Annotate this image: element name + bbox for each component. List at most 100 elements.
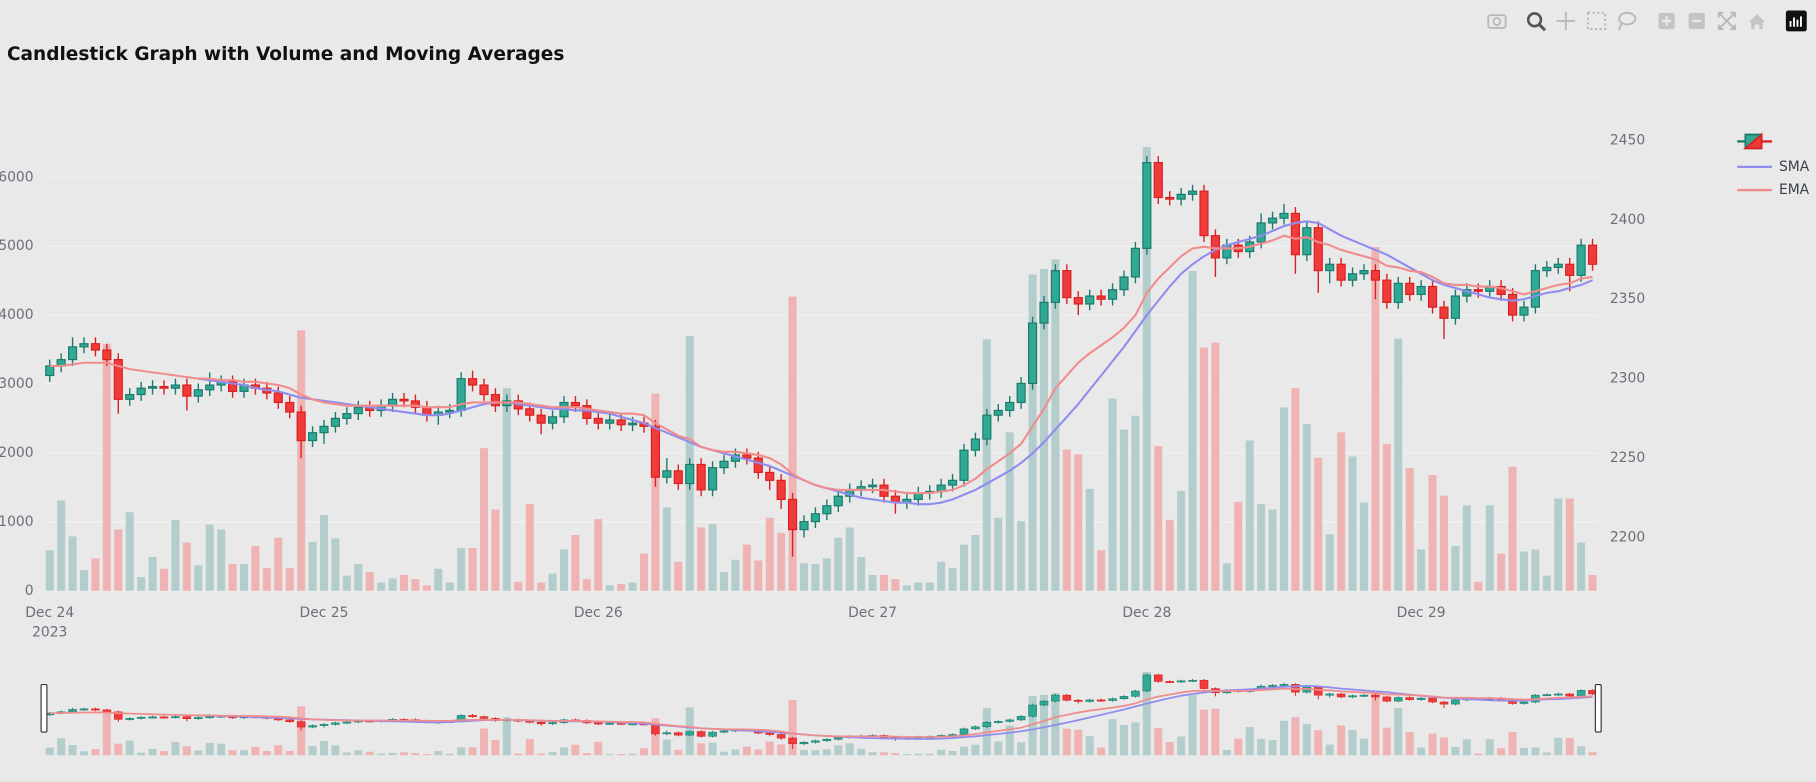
slider-volume-bar bbox=[582, 753, 591, 756]
volume-bar bbox=[697, 527, 706, 591]
volume-bar bbox=[1474, 581, 1483, 591]
candle-body bbox=[307, 432, 318, 442]
slider-candle-body bbox=[1416, 697, 1426, 700]
slider-volume-bar bbox=[1062, 728, 1071, 756]
slider-volume-bar bbox=[902, 754, 911, 756]
slider-volume-bar bbox=[697, 743, 706, 756]
candle-body bbox=[536, 414, 546, 424]
volume-bar bbox=[971, 534, 980, 591]
candle-body bbox=[1256, 222, 1266, 243]
pan-icon[interactable] bbox=[1556, 11, 1576, 31]
slider-candle-body bbox=[114, 711, 123, 720]
slider-volume-bar bbox=[594, 741, 603, 756]
volume-bar bbox=[1508, 466, 1517, 591]
candle-body bbox=[753, 457, 763, 473]
volume-bar bbox=[1051, 259, 1060, 591]
slider-volume-bar bbox=[114, 743, 123, 756]
volume-bar bbox=[937, 561, 946, 591]
slider-volume-bar bbox=[1474, 753, 1483, 756]
volume-bar bbox=[1268, 509, 1277, 591]
volume-bar bbox=[514, 581, 523, 591]
slider-line bbox=[198, 684, 1593, 740]
slider-candle-body bbox=[1279, 684, 1289, 686]
slider-volume-bar bbox=[1382, 727, 1391, 756]
volume-bar bbox=[148, 557, 157, 591]
slider-volume-bar bbox=[400, 752, 409, 756]
slider-volume-bar bbox=[1177, 736, 1186, 756]
volume-bar bbox=[182, 542, 191, 591]
volume-bar bbox=[822, 558, 831, 591]
volume-bar bbox=[331, 538, 340, 591]
candle-body bbox=[765, 471, 775, 481]
zoom-icon[interactable] bbox=[1526, 12, 1547, 32]
slider-volume-bar bbox=[320, 741, 329, 756]
slider-volume-bar bbox=[1085, 736, 1094, 756]
y-tick-label: 1000 bbox=[0, 514, 34, 530]
autoscale-icon[interactable] bbox=[1717, 11, 1736, 31]
volume-bar bbox=[560, 549, 568, 591]
volume-bar bbox=[891, 579, 900, 591]
candle-body bbox=[296, 411, 306, 442]
volume-bar bbox=[959, 544, 968, 591]
volume-bar bbox=[857, 557, 866, 591]
candle-body bbox=[1096, 295, 1106, 300]
volume-bar bbox=[205, 524, 214, 591]
zoom-out-icon[interactable] bbox=[1688, 12, 1705, 30]
volume-bar bbox=[1245, 440, 1254, 591]
slider-volume-bar bbox=[925, 753, 934, 756]
slider-volume-bar bbox=[194, 750, 203, 756]
range-slider-handle[interactable] bbox=[40, 684, 48, 733]
slider-volume-bar bbox=[628, 753, 637, 756]
volume-bar bbox=[1142, 147, 1151, 591]
slider-volume-bar bbox=[1359, 738, 1368, 756]
volume-bar bbox=[868, 574, 877, 591]
slider-volume-bar bbox=[617, 753, 626, 756]
candle-body bbox=[353, 406, 363, 415]
volume-bar bbox=[57, 500, 66, 591]
candle-body bbox=[205, 384, 215, 391]
volume-bar bbox=[537, 582, 546, 591]
volume-bar bbox=[91, 558, 100, 591]
slider-candle-body bbox=[1051, 694, 1060, 702]
slider-volume-bar bbox=[765, 741, 774, 756]
y2-tick-label: 2350 bbox=[1610, 291, 1645, 307]
reset-icon[interactable] bbox=[1748, 14, 1766, 30]
volume-bar bbox=[1485, 505, 1494, 591]
candle-body bbox=[1427, 285, 1438, 308]
lasso-icon[interactable] bbox=[1618, 11, 1637, 31]
camera-icon[interactable] bbox=[1487, 14, 1507, 29]
candle-body bbox=[1050, 270, 1060, 303]
y-tick-label: 6000 bbox=[0, 169, 34, 185]
slider-candle-body bbox=[1016, 716, 1026, 721]
volume-bar bbox=[525, 503, 534, 591]
volume-bar bbox=[1577, 542, 1586, 591]
box-select-icon[interactable] bbox=[1586, 11, 1607, 31]
candle-body bbox=[1290, 212, 1300, 256]
slider-volume-bar bbox=[422, 754, 431, 756]
volume-bar bbox=[948, 568, 957, 591]
slider-volume-bar bbox=[1108, 719, 1117, 756]
candle-body bbox=[342, 413, 352, 419]
candle-body bbox=[673, 470, 683, 485]
zoom-in-icon[interactable] bbox=[1658, 12, 1675, 30]
slider-volume-bar bbox=[80, 751, 89, 756]
volume-bar bbox=[468, 548, 477, 591]
volume-bar bbox=[365, 572, 374, 591]
candle-body bbox=[1439, 306, 1449, 319]
y-tick-label: 0 bbox=[25, 583, 34, 599]
volume-bar bbox=[582, 579, 591, 591]
volume-bar bbox=[1394, 338, 1403, 591]
slider-volume-bar bbox=[788, 700, 797, 756]
volume-bar bbox=[217, 529, 226, 591]
x-tick-label: Dec 27 bbox=[848, 605, 897, 621]
plotly-logo[interactable] bbox=[1785, 10, 1807, 32]
range-slider-handle[interactable] bbox=[1594, 684, 1602, 733]
slider-candle-body bbox=[1005, 719, 1014, 722]
volume-bar bbox=[799, 563, 808, 591]
candle-body bbox=[182, 384, 192, 397]
slider-volume-bar bbox=[137, 752, 146, 756]
slider-volume-bar bbox=[1428, 733, 1437, 756]
slider-candle-body bbox=[102, 709, 112, 713]
volume-bar bbox=[1005, 432, 1014, 591]
slider-volume-bar bbox=[1245, 727, 1254, 756]
